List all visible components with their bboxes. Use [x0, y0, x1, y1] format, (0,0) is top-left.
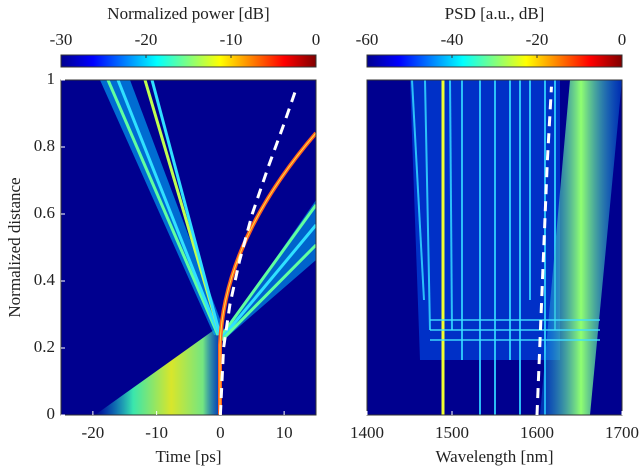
colorbar-tick-label: 0: [312, 30, 321, 49]
colorbar-tick-label: -40: [441, 30, 464, 49]
axes-box: [366, 79, 623, 416]
x-axis-label: Time [ps]: [156, 447, 222, 466]
colorbar-tick-label: -10: [220, 30, 243, 49]
colorbar-title: Normalized power [dB]: [107, 4, 269, 23]
y-tick-label: 1: [47, 69, 56, 88]
x-tick-label: 1600: [520, 423, 554, 442]
y-tick-label: 0.2: [34, 337, 55, 356]
heatmap-left: [61, 80, 316, 415]
y-tick-label: 0.8: [34, 136, 55, 155]
y-tick-label: 0.4: [34, 270, 56, 289]
x-tick-label: 1700: [605, 423, 639, 442]
y-tick-label: 0.6: [34, 203, 55, 222]
x-tick-label: 10: [276, 423, 293, 442]
colorbar-title: PSD [a.u., dB]: [445, 4, 545, 23]
colorbar-tick-label: -30: [50, 30, 73, 49]
heatmap-right: [367, 80, 622, 415]
dashed-curve: [535, 86, 553, 415]
x-tick-label: 1400: [350, 423, 384, 442]
y-axis-label: Normalized distance: [5, 177, 24, 317]
x-tick-label: -20: [82, 423, 105, 442]
x-tick-label: -10: [145, 423, 168, 442]
x-axis-label: Wavelength [nm]: [435, 447, 553, 466]
x-tick-label: 0: [216, 423, 225, 442]
x-tick-label: 1500: [435, 423, 469, 442]
colorbar-tick-label: -60: [356, 30, 379, 49]
colorbar-tick-label: -20: [135, 30, 158, 49]
colorbar: [60, 54, 317, 68]
dashed-curve: [218, 86, 299, 415]
colorbar: [366, 54, 623, 68]
colorbar-tick-label: -20: [526, 30, 549, 49]
colorbar-tick-label: 0: [618, 30, 627, 49]
y-tick-label: 0: [47, 404, 56, 423]
axes-box: [60, 79, 317, 416]
